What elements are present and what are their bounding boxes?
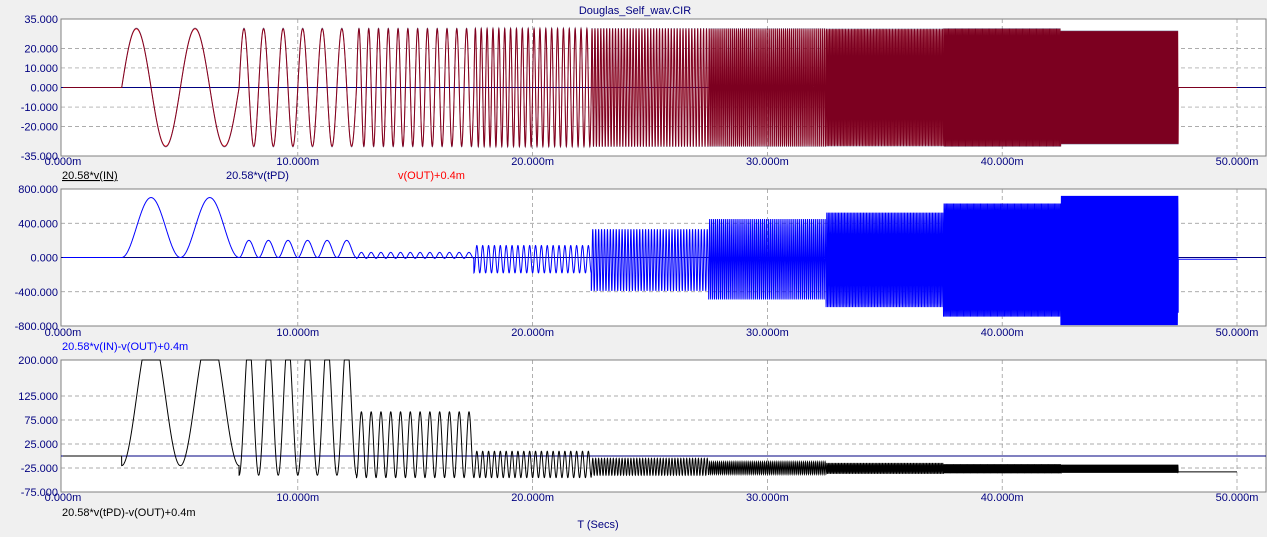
panel-2-y-tick-labels: -800.000 -400.000 0.000 400.000 800.000	[15, 184, 58, 333]
x-tick-label: 20.000m	[511, 156, 554, 168]
y-tick-label: 35.000	[24, 14, 58, 26]
y-tick-label: 25.000	[24, 439, 58, 451]
y-tick-label: 125.000	[18, 391, 58, 403]
x-tick-label: 30.000m	[746, 156, 789, 168]
y-tick-label: 20.000	[24, 43, 58, 55]
x-tick-label: 10.000m	[276, 156, 319, 168]
y-tick-label: 200.000	[18, 355, 58, 367]
x-tick-label: 40.000m	[981, 492, 1024, 504]
y-tick-label: 75.000	[24, 415, 58, 427]
legend-v-tpd[interactable]: 20.58*v(tPD)	[226, 170, 289, 182]
x-tick-label: 0.000m	[45, 492, 82, 504]
x-tick-label: 30.000m	[746, 492, 789, 504]
legend-tpd-minus-out[interactable]: 20.58*v(tPD)-v(OUT)+0.4m	[62, 507, 196, 519]
panel-3-y-tick-labels: -75.000 -25.000 25.000 75.000 125.000 200.000	[18, 355, 58, 499]
panel-1-y-tick-labels: -35.000 -20.000 -10.000 0.000 10.000 20.000 35…	[21, 14, 58, 163]
series-v-out-line	[63, 27, 1237, 148]
y-tick-label: -400.000	[15, 287, 58, 299]
series-v-in-line	[63, 26, 1237, 149]
panel-2-x-tick-labels: 0.000m 10.000m 20.000m 30.000m 40.000m 50.000…	[45, 327, 1259, 339]
x-tick-label: 40.000m	[981, 327, 1024, 339]
x-tick-label: 20.000m	[511, 327, 554, 339]
y-tick-label: 400.000	[18, 218, 58, 230]
x-tick-label: 0.000m	[45, 156, 82, 168]
y-tick-label: -20.000	[21, 122, 58, 134]
x-tick-label: 40.000m	[981, 156, 1024, 168]
x-tick-label: 50.000m	[1216, 327, 1259, 339]
x-tick-label: 0.000m	[45, 327, 82, 339]
x-tick-label: 10.000m	[276, 492, 319, 504]
legend-in-minus-out[interactable]: 20.58*v(IN)-v(OUT)+0.4m	[62, 341, 188, 353]
y-tick-label: -25.000	[21, 463, 58, 475]
y-tick-label: -800.000	[15, 321, 58, 333]
window-title: Douglas_Self_wav.CIR	[579, 5, 691, 17]
y-tick-label: -10.000	[21, 102, 58, 114]
legend-v-out[interactable]: v(OUT)+0.4m	[398, 170, 465, 182]
x-tick-label: 50.000m	[1216, 492, 1259, 504]
y-tick-label: -35.000	[21, 151, 58, 163]
series-v-tpd-line	[63, 26, 1237, 149]
x-tick-label: 20.000m	[511, 492, 554, 504]
legend-v-in[interactable]: 20.58*v(IN)	[62, 170, 118, 182]
panel-3-x-tick-labels: 0.000m 10.000m 20.000m 30.000m 40.000m 50.000…	[45, 492, 1259, 504]
series-in-minus-out-line	[63, 195, 1237, 326]
series-tpd-minus-out-line	[63, 359, 1237, 479]
y-tick-label: 0.000	[30, 253, 58, 265]
panel-1-x-tick-labels: 0.000m 10.000m 20.000m 30.000m 40.000m 50.000…	[45, 156, 1259, 168]
y-tick-label: 0.000	[30, 83, 58, 95]
y-tick-label: 800.000	[18, 184, 58, 196]
y-tick-label: 10.000	[24, 63, 58, 75]
x-axis-label: T (Secs)	[577, 519, 618, 531]
x-tick-label: 50.000m	[1216, 156, 1259, 168]
x-tick-label: 30.000m	[746, 327, 789, 339]
x-tick-label: 10.000m	[276, 327, 319, 339]
y-tick-label: -75.000	[21, 487, 58, 499]
